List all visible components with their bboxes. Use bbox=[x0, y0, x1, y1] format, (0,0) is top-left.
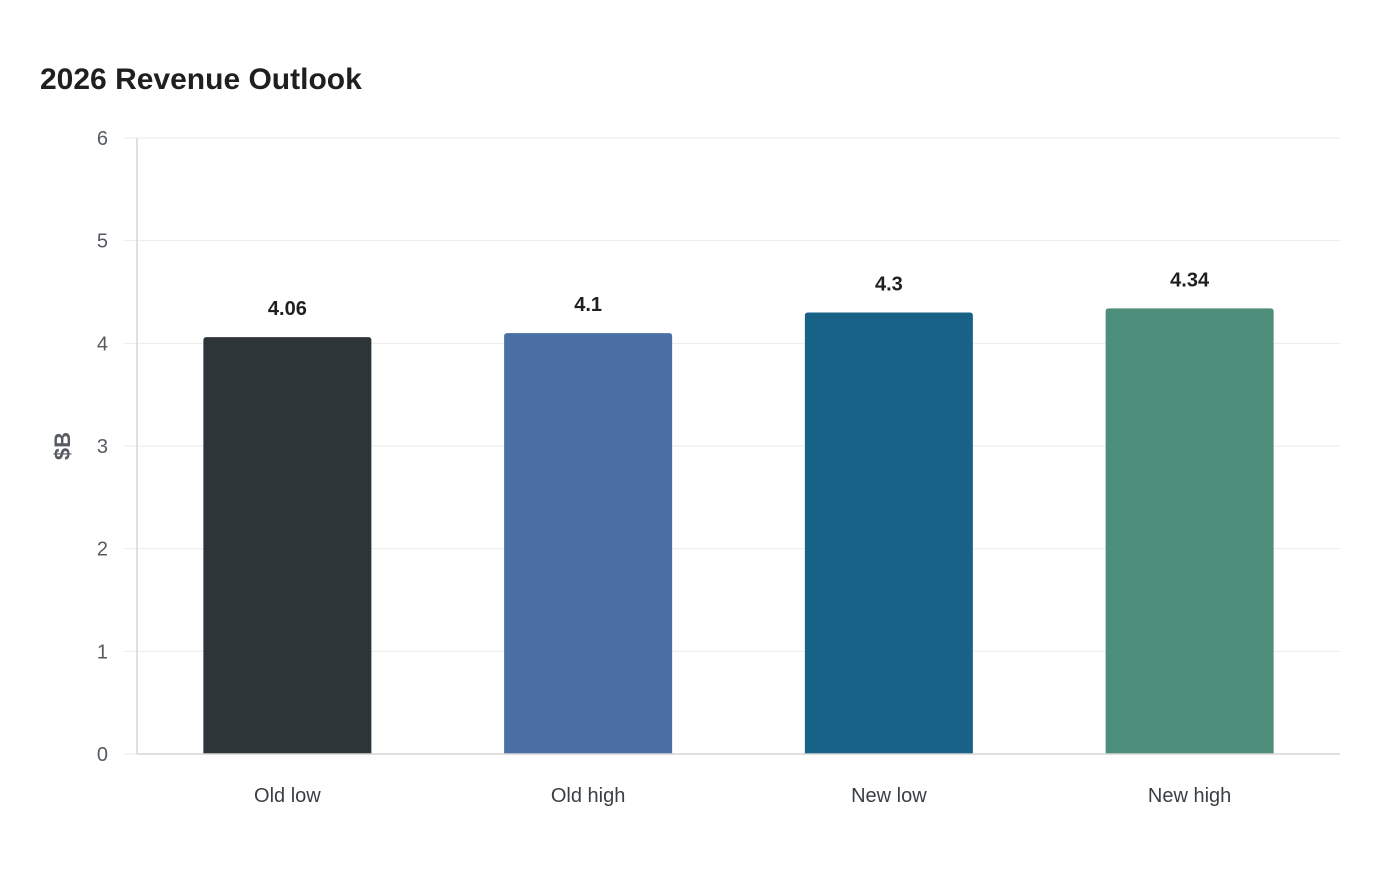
y-tick-label: 5 bbox=[97, 231, 108, 253]
data-label: 4.3 bbox=[875, 274, 903, 296]
y-tick-label: 6 bbox=[97, 128, 108, 150]
y-tick-label: 0 bbox=[97, 744, 108, 766]
data-label: 4.1 bbox=[574, 294, 602, 316]
chart-title: 2026 Revenue Outlook bbox=[40, 63, 362, 96]
x-tick-label: Old low bbox=[254, 785, 321, 807]
x-tick-label: New high bbox=[1148, 785, 1231, 807]
x-tick-label: Old high bbox=[551, 785, 626, 807]
bar-old-low bbox=[203, 337, 372, 754]
bars bbox=[203, 308, 1274, 754]
x-tick-label: New low bbox=[851, 785, 927, 807]
bar-old-high bbox=[504, 333, 673, 754]
x-axis-categories: Old low Old high New low New high bbox=[254, 785, 1231, 807]
bar-new-low bbox=[804, 312, 973, 754]
y-axis-label: $B bbox=[50, 432, 75, 460]
y-tick-label: 4 bbox=[97, 333, 108, 355]
y-tick-label: 1 bbox=[97, 641, 108, 663]
y-tick-label: 2 bbox=[97, 539, 108, 561]
data-label: 4.06 bbox=[268, 298, 307, 320]
bar-new-high bbox=[1105, 308, 1274, 754]
data-label: 4.34 bbox=[1170, 269, 1210, 291]
y-tick-label: 3 bbox=[97, 436, 108, 458]
y-axis-ticks: 0 1 2 3 4 5 6 bbox=[97, 128, 137, 766]
data-labels: 4.06 4.1 4.3 4.34 bbox=[268, 269, 1210, 320]
